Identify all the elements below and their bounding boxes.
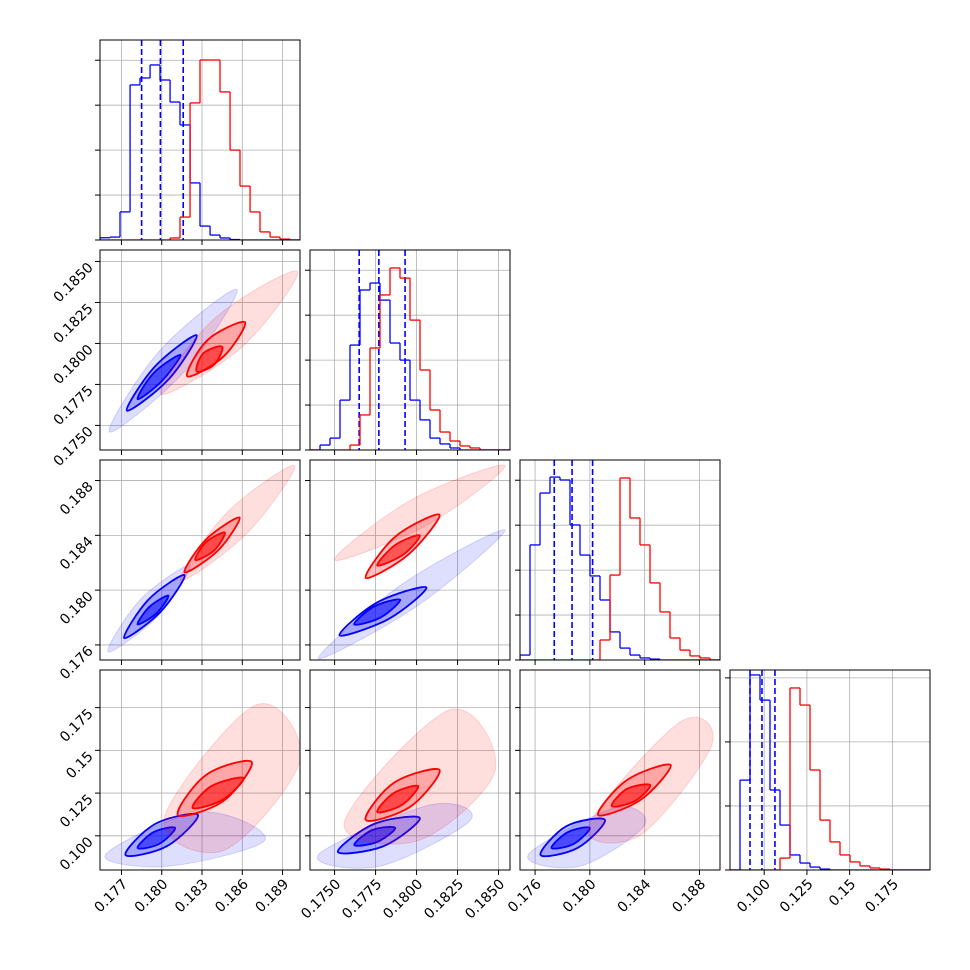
panel-frame: [519, 669, 721, 871]
contour: [136, 826, 177, 850]
contour: [610, 783, 652, 808]
x-tick-label: 0.176: [505, 876, 545, 916]
scatter-cloud: [334, 464, 506, 561]
panel-frame: [99, 669, 301, 871]
panel-frame: [99, 249, 301, 451]
panel: [310, 250, 510, 450]
panel-frame: [309, 249, 511, 451]
y-tick-label: 0.176: [57, 643, 97, 683]
y-tick-label: 0.180: [57, 588, 97, 628]
panel-frame: [729, 669, 931, 871]
x-tick-label: 0.186: [212, 876, 252, 916]
x-tick-label: 0.125: [777, 876, 817, 916]
x-tick-label: 0.180: [132, 876, 172, 916]
panel-frame: [309, 459, 511, 661]
y-tick-label: 0.100: [57, 834, 97, 874]
panel: [520, 670, 720, 870]
x-tick-label: 0.1850: [462, 876, 508, 922]
panel: [100, 670, 300, 870]
x-tick-label: 0.100: [734, 876, 774, 916]
contour: [353, 598, 402, 626]
scatter-cloud: [527, 806, 647, 869]
panel: [310, 670, 510, 870]
contour: [550, 826, 591, 850]
panel: [310, 460, 510, 660]
x-tick-label: 0.189: [253, 876, 293, 916]
y-tick-label: 0.1800: [51, 342, 97, 388]
x-tick-label: 0.1825: [421, 876, 467, 922]
x-tick-label: 0.15: [826, 876, 859, 909]
panel-frame: [99, 459, 301, 661]
contour: [136, 354, 182, 401]
contour: [376, 534, 421, 567]
panel: [100, 250, 300, 450]
y-tick-label: 0.184: [57, 534, 97, 574]
contour: [353, 826, 397, 847]
x-tick-label: 0.1800: [380, 876, 426, 922]
panel-frame: [519, 459, 721, 661]
panel: [730, 670, 930, 870]
x-tick-label: 0.180: [560, 876, 600, 916]
contour: [194, 531, 226, 562]
y-tick-label: 0.188: [57, 479, 97, 519]
x-tick-label: 0.1750: [298, 876, 344, 922]
contour: [191, 776, 245, 810]
y-tick-label: 0.175: [57, 706, 97, 746]
scatter-cloud: [587, 716, 714, 844]
panel: [520, 460, 720, 660]
x-tick-label: 0.188: [669, 876, 709, 916]
x-tick-label: 0.184: [615, 876, 655, 916]
y-tick-label: 0.1750: [51, 424, 97, 470]
scatter-cloud: [159, 270, 299, 396]
panel: [100, 460, 300, 660]
y-tick-label: 0.1775: [51, 383, 97, 429]
y-tick-label: 0.15: [63, 749, 96, 782]
contour: [376, 784, 420, 814]
x-tick-label: 0.183: [172, 876, 212, 916]
x-tick-label: 0.177: [91, 876, 131, 916]
contour: [195, 345, 224, 373]
x-tick-label: 0.175: [862, 876, 902, 916]
contour: [136, 594, 170, 626]
y-tick-label: 0.125: [57, 791, 97, 831]
panel: [100, 40, 300, 240]
y-tick-label: 0.1825: [51, 301, 97, 347]
panel-frame: [99, 39, 301, 241]
panel-frame: [309, 669, 511, 871]
y-tick-label: 0.1850: [51, 260, 97, 306]
x-tick-label: 0.1775: [339, 876, 385, 922]
